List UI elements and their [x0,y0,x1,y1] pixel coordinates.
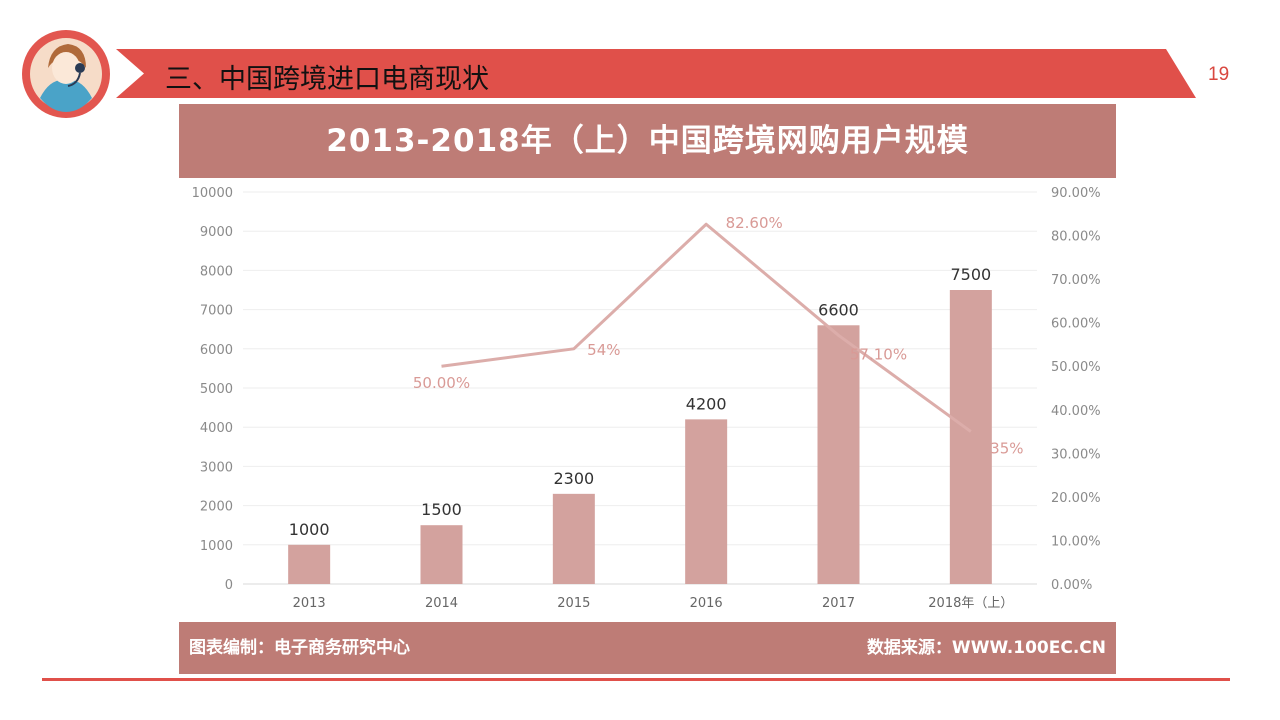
y-right-tick-label: 10.00% [1051,534,1101,549]
footer-source: 数据来源：WWW.100EC.CN [866,638,1106,658]
y-right-tick-label: 60.00% [1051,317,1101,332]
x-tick-label: 2018年（上） [928,596,1013,611]
y-right-tick-label: 30.00% [1051,447,1101,462]
x-tick-label: 2014 [425,596,458,611]
bar-value-label: 6600 [818,300,859,319]
chart-header: 2013-2018年（上）中国跨境网购用户规模 [179,104,1116,178]
x-tick-label: 2013 [293,596,326,611]
line-value-label: 50.00% [413,374,470,392]
x-tick-label: 2017 [822,596,855,611]
y-left-tick-label: 2000 [200,500,233,515]
chart-footer: 图表编制：电子商务研究中心 数据来源：WWW.100EC.CN [179,622,1116,674]
bar-value-label: 2300 [553,469,594,488]
y-left-tick-label: 1000 [200,539,233,554]
y-right-tick-label: 80.00% [1051,230,1101,245]
chart-image: 2013-2018年（上）中国跨境网购用户规模 0 1000 2000 3000 400… [179,104,1116,674]
bar-value-label: 7500 [950,265,991,284]
y-left-tick-label: 6000 [200,343,233,358]
bar [685,419,728,584]
bar [817,325,860,584]
bottom-divider [42,678,1230,681]
presenter-avatar-icon [22,30,110,118]
y-right-tick-label: 50.00% [1051,360,1101,375]
line-value-label: 82.60% [726,214,783,232]
y-left-tick-label: 5000 [200,382,233,397]
x-tick-label: 2015 [557,596,590,611]
y-left-tick-label: 3000 [200,460,233,475]
bar [288,544,331,584]
y-right-tick-label: 70.00% [1051,273,1101,288]
bar-value-label: 1500 [421,500,462,519]
y-left-tick-label: 9000 [200,225,233,240]
y-right-tick-label: 0.00% [1051,578,1092,593]
y-left-tick-label: 0 [225,578,233,593]
section-title: 三、中国跨境进口电商现状 [165,64,489,95]
y-left-tick-label: 8000 [200,264,233,279]
bar [949,290,992,584]
line-value-label: 57.10% [850,345,907,363]
y-left-tick-label: 7000 [200,304,233,319]
y-right-tick-label: 40.00% [1051,404,1101,419]
page-number: 19 [1208,64,1230,85]
bar-value-label: 1000 [289,520,330,539]
x-tick-label: 2016 [690,596,723,611]
y-right-tick-label: 90.00% [1051,186,1101,201]
y-left-tick-label: 4000 [200,421,233,436]
bar [552,493,595,584]
bar-value-label: 4200 [686,394,727,413]
growth-rate-line [441,222,972,433]
chart-title: 2013-2018年（上）中国跨境网购用户规模 [326,123,969,159]
bar [420,525,463,584]
line-value-label: 54% [587,341,620,359]
section-banner [116,49,1196,98]
line-value-label: 35% [990,440,1023,458]
chart-plot: 0 1000 2000 3000 4000 5000 6000 7000 8000 9000 100… [192,186,1101,611]
footer-compiler: 图表编制：电子商务研究中心 [189,638,410,658]
y-right-tick-label: 20.00% [1051,491,1101,506]
y-left-tick-label: 10000 [192,186,233,201]
